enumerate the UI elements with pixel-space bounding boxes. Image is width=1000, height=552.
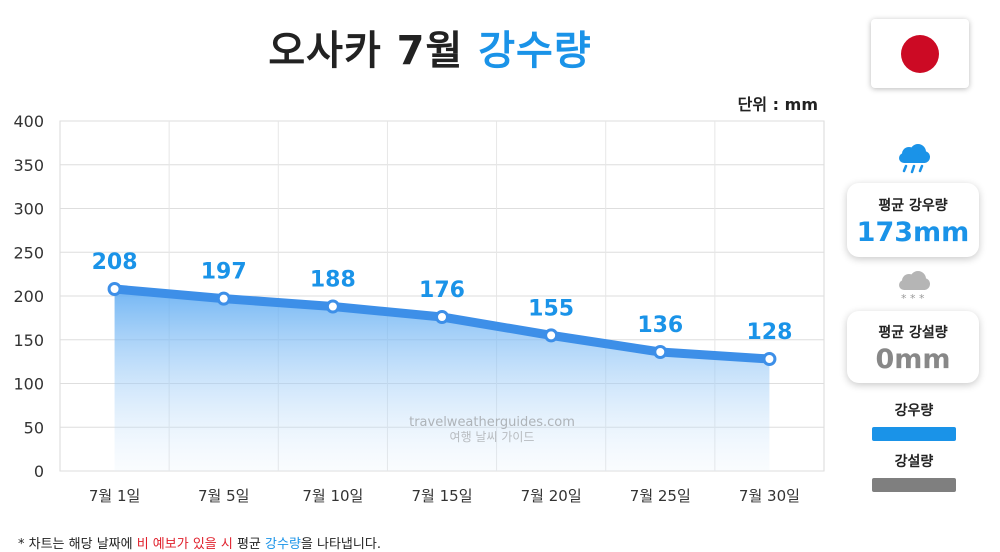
data-point [762,352,777,366]
legend-snow-swatch [872,478,956,492]
y-tick-label: 200 [13,287,44,306]
y-tick-label: 250 [13,243,44,262]
average-snowfall-card: 평균 강설량 0mm [847,311,979,383]
x-tick-label: 7월 1일 [89,487,140,505]
title-accent: 강수량 [478,28,592,74]
japan-flag-icon [871,19,969,88]
x-tick-label: 7월 20일 [521,487,582,505]
data-point [544,328,559,343]
data-label: 155 [528,296,574,321]
rain-cloud-icon [899,144,930,174]
data-point [216,291,231,306]
x-tick-label: 7월 10일 [302,487,363,505]
average-snowfall-label: 평균 강설량 [878,325,948,341]
x-tick-label: 7월 25일 [630,487,691,505]
footnote-part3: 평균 [232,537,266,552]
chart: 0 50 100 150 200 250 300 350 400 travelweathergui… [0,100,840,510]
average-snowfall-value: 0mm [875,344,951,375]
flag-sun [901,35,939,73]
average-rainfall-label: 평균 강우량 [878,198,948,214]
data-point [107,282,122,296]
footnote-part1: * 차트는 해당 날짜에 [18,537,137,552]
footnote-highlight-precip: 강수량 [265,537,301,552]
y-tick-label: 300 [13,200,44,219]
watermark-url: travelweatherguides.com [409,415,575,430]
chart-svg: 0 50 100 150 200 250 300 350 400 travelweathergui… [13,112,825,505]
data-point [653,345,668,359]
average-rainfall-card: 평균 강우량 173mm [847,183,979,257]
y-tick-label: 350 [13,156,44,175]
y-tick-label: 400 [13,112,44,131]
footnote: * 차트는 해당 날짜에 비 예보가 있을 시 평균 강수량을 나타냅니다. [18,533,381,552]
data-label: 176 [419,278,465,303]
footnote-part5: 을 나타냅니다. [300,537,381,552]
data-label: 136 [637,313,683,338]
x-tick-label: 7월 5일 [198,487,249,505]
y-tick-label: 150 [13,331,44,350]
data-label: 197 [201,260,247,285]
data-point [435,310,449,324]
unit-label: 단위 : mm [737,95,818,114]
legend-rain-swatch [872,427,956,441]
y-tick-label: 0 [34,462,44,481]
data-label: 208 [92,250,138,275]
x-tick-label: 7월 15일 [412,487,473,505]
legend-rain-label: 강우량 [894,403,934,419]
y-tick-label: 50 [24,418,44,437]
watermark-text: 여행 날씨 가이드 [450,429,535,444]
area-fill [114,289,770,471]
average-rainfall-value: 173mm [856,217,970,248]
y-tick-label: 100 [13,375,44,394]
x-tick-label: 7월 30일 [739,487,800,505]
svg-text:* * *: * * * [901,292,925,304]
data-label: 128 [746,320,792,345]
snow-cloud-icon: * * * [899,271,930,304]
data-point [325,299,340,314]
title-main: 오사카 7월 [268,28,464,74]
footnote-highlight-rain: 비 예보가 있을 시 [136,537,233,552]
data-label: 188 [310,268,356,293]
legend-snow-label: 강설량 [894,454,934,470]
page-title: 오사카 7월 강수량 [0,18,860,76]
